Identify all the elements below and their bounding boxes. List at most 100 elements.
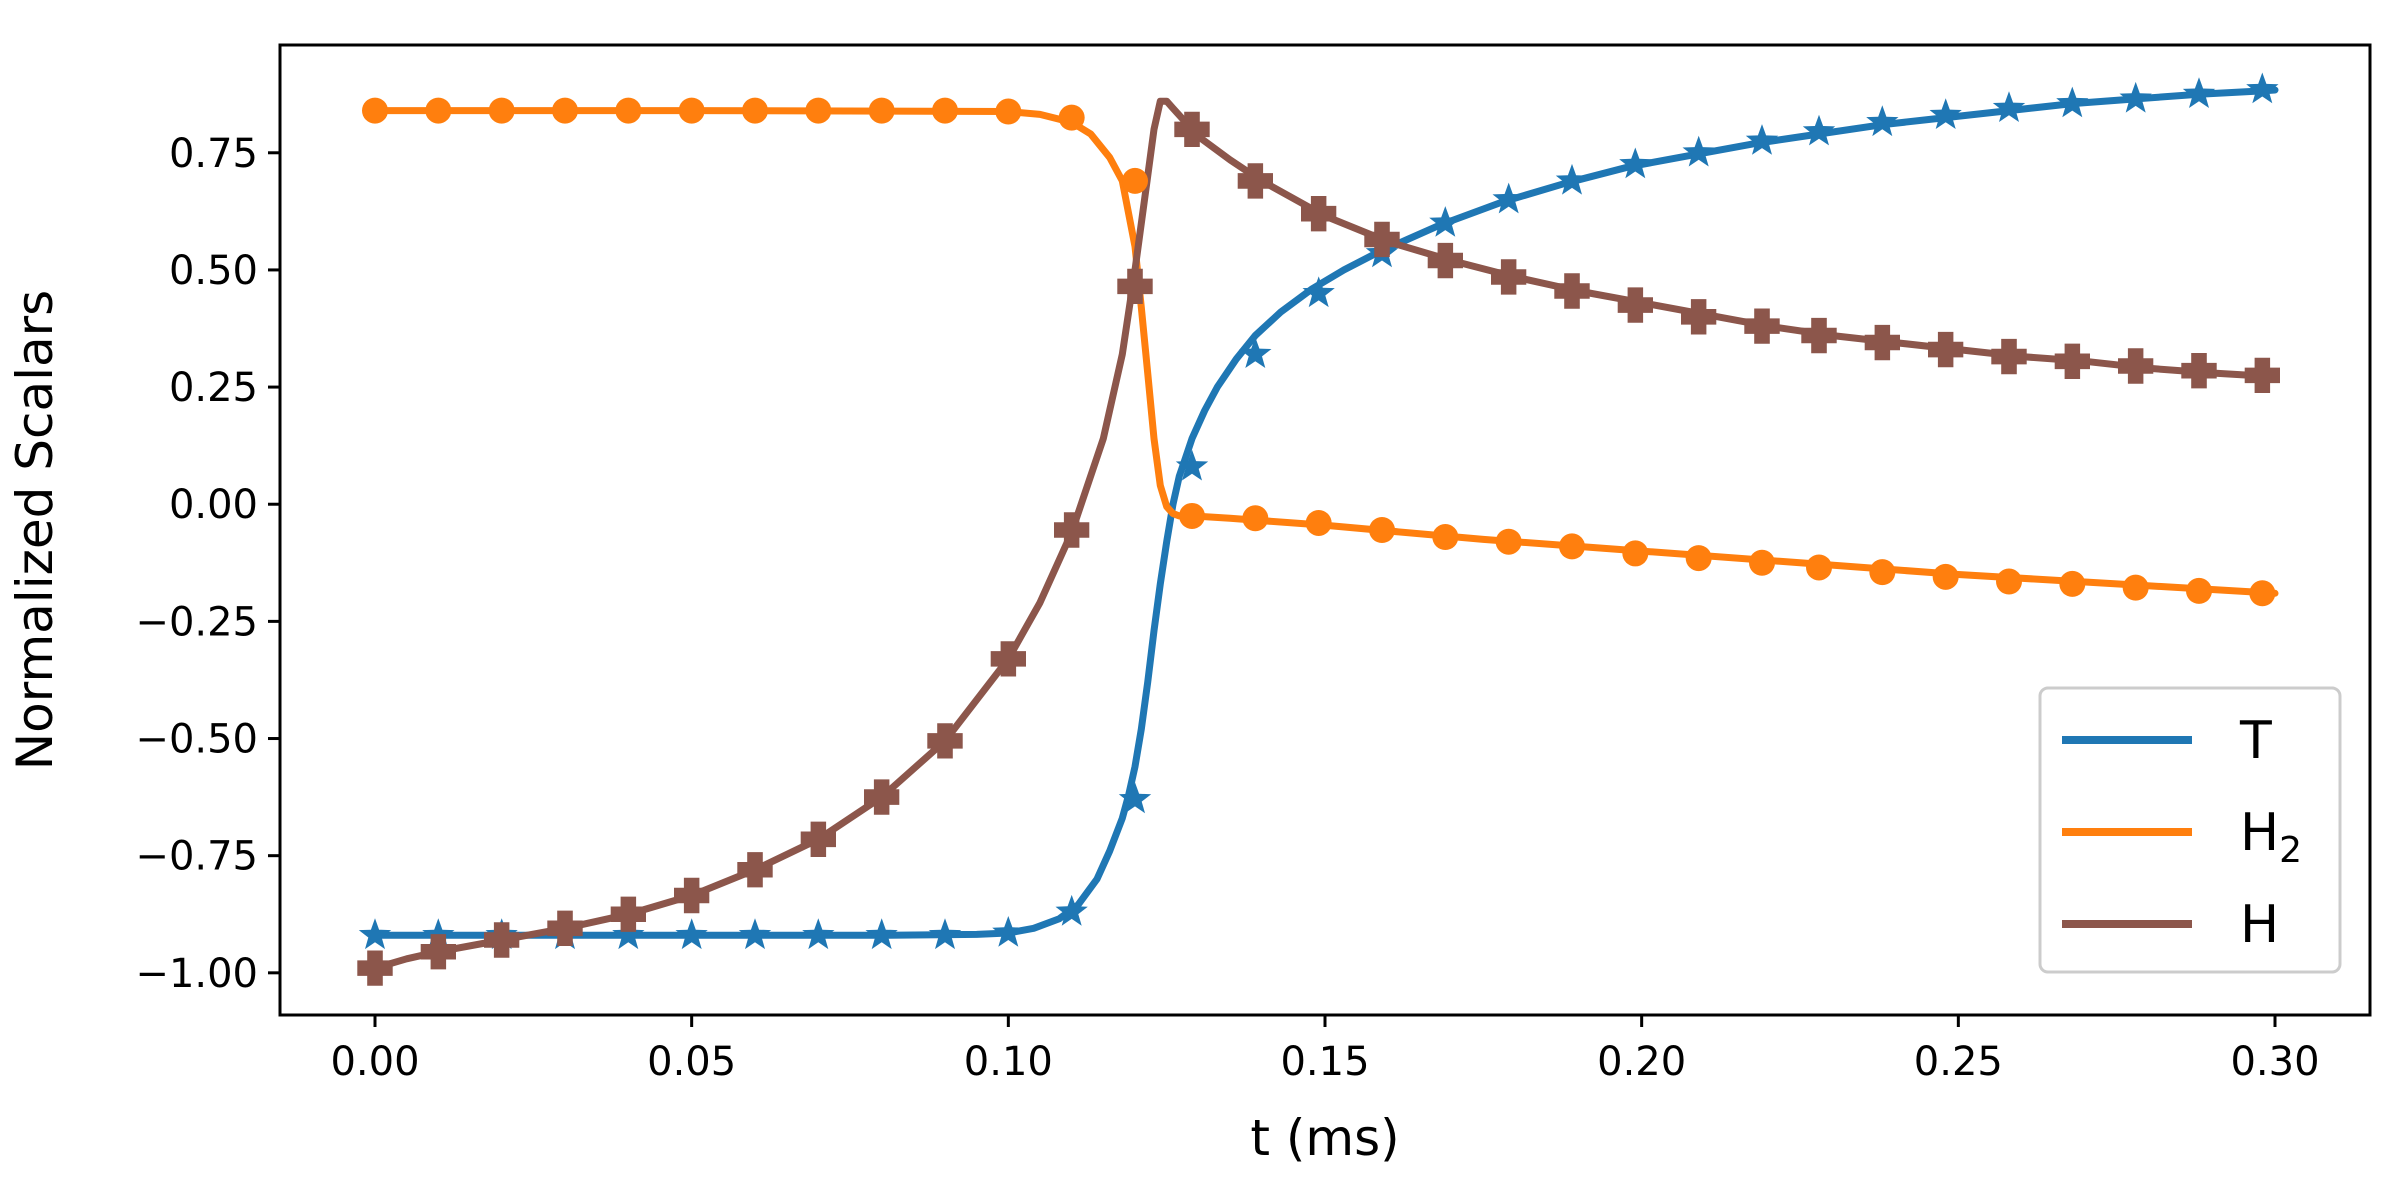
- data-point-h: [2054, 343, 2090, 379]
- data-point-h2: [678, 97, 705, 124]
- data-point-h2: [1996, 568, 2022, 595]
- data-point-h: [1491, 259, 1527, 295]
- data-point-h2: [1179, 502, 1205, 529]
- data-point-h2: [1305, 509, 1332, 536]
- x-tick-label: 0.30: [2230, 1039, 2319, 1085]
- data-point-h2: [2186, 577, 2212, 604]
- data-point-t: [675, 918, 708, 950]
- data-point-t: [1745, 124, 1779, 155]
- legend: T H2 H: [2038, 686, 2342, 974]
- x-tick-label: 0.20: [1597, 1039, 1686, 1085]
- data-point-h: [2244, 357, 2280, 393]
- data-point-h: [927, 723, 963, 759]
- data-point-h: [1617, 287, 1653, 323]
- data-point-h2: [1432, 524, 1459, 551]
- data-point-t: [358, 918, 392, 950]
- data-point-h2: [742, 97, 768, 124]
- x-tick-label: 0.00: [330, 1039, 419, 1085]
- data-point-t: [1866, 105, 1899, 137]
- data-point-h2: [932, 97, 958, 124]
- y-tick-label: −0.25: [135, 599, 258, 645]
- data-point-h: [2181, 353, 2217, 389]
- legend-label-h2: H2: [2240, 803, 2302, 871]
- data-point-h: [1554, 273, 1590, 309]
- data-point-h2: [2249, 580, 2276, 607]
- data-point-h2: [1806, 554, 1832, 581]
- data-point-h2: [2122, 574, 2149, 601]
- data-point-t: [1429, 206, 1462, 237]
- y-tick-label: −0.75: [135, 834, 258, 880]
- data-point-h: [1801, 317, 1837, 354]
- data-point-t: [1802, 114, 1836, 146]
- data-point-h: [1237, 163, 1273, 199]
- data-point-h: [1301, 196, 1337, 232]
- data-point-h: [1991, 338, 2027, 375]
- data-point-h2: [1932, 563, 1959, 590]
- data-point-h: [1744, 308, 1780, 344]
- y-tick-label: 0.75: [169, 131, 258, 177]
- data-point-h: [1174, 111, 1210, 147]
- data-point-h: [1364, 221, 1400, 258]
- data-point-t: [422, 918, 455, 950]
- data-point-h2: [1058, 104, 1085, 131]
- data-point-h2: [1869, 559, 1896, 586]
- data-point-t: [1239, 337, 1272, 368]
- y-axis-title: Normalized Scalars: [6, 290, 64, 770]
- data-point-h2: [1749, 549, 1775, 576]
- data-point-h: [1928, 331, 1964, 368]
- data-point-h2: [425, 97, 452, 124]
- series-markers: [357, 72, 2280, 986]
- data-point-t: [802, 918, 835, 950]
- legend-label-h: H: [2240, 895, 2279, 955]
- data-point-h2: [1122, 167, 1148, 194]
- data-point-h2: [868, 97, 895, 124]
- data-point-h2: [552, 97, 578, 124]
- data-point-h: [2118, 348, 2154, 384]
- x-axis-title: t (ms): [1250, 1109, 1399, 1167]
- x-tick-label: 0.10: [964, 1039, 1053, 1085]
- data-point-t: [1992, 91, 2026, 122]
- y-tick-label: 0.00: [169, 482, 258, 528]
- data-point-h: [1054, 512, 1090, 548]
- x-tick-label: 0.15: [1280, 1039, 1369, 1085]
- data-point-h: [737, 852, 773, 888]
- data-point-h2: [1242, 505, 1269, 532]
- data-point-h2: [805, 97, 832, 124]
- data-point-h: [357, 950, 393, 986]
- data-point-h: [484, 922, 520, 958]
- data-point-h: [990, 641, 1026, 677]
- data-point-t: [2056, 86, 2089, 118]
- data-point-h2: [1559, 533, 1585, 560]
- y-tick-label: 0.25: [169, 365, 258, 411]
- data-point-t: [1929, 98, 1962, 129]
- data-point-t: [1302, 276, 1335, 308]
- data-point-h: [800, 821, 836, 857]
- data-point-t: [1619, 147, 1652, 179]
- data-point-t: [2119, 81, 2152, 113]
- data-point-h2: [995, 98, 1022, 125]
- data-point-h2: [1622, 540, 1649, 567]
- data-point-h: [864, 779, 900, 815]
- data-point-h2: [1369, 517, 1395, 543]
- data-point-h: [547, 910, 583, 946]
- data-point-t: [1175, 449, 1209, 481]
- data-point-h2: [488, 97, 515, 124]
- legend-label-t: T: [2239, 711, 2272, 771]
- data-point-t: [1118, 782, 1152, 814]
- data-point-t: [1492, 182, 1525, 214]
- data-point-h2: [2059, 570, 2086, 597]
- data-point-t: [1055, 894, 1088, 926]
- x-tick-label: 0.05: [647, 1039, 736, 1085]
- x-tick-label: 0.25: [1914, 1039, 2003, 1085]
- data-point-h2: [1685, 545, 1712, 572]
- data-point-h: [674, 877, 710, 914]
- data-point-h: [610, 896, 646, 932]
- data-point-h2: [615, 97, 642, 124]
- data-point-h: [1117, 268, 1153, 304]
- data-point-t: [1682, 135, 1715, 167]
- data-point-t: [2246, 72, 2279, 104]
- data-point-t: [612, 918, 645, 950]
- data-point-t: [928, 918, 962, 950]
